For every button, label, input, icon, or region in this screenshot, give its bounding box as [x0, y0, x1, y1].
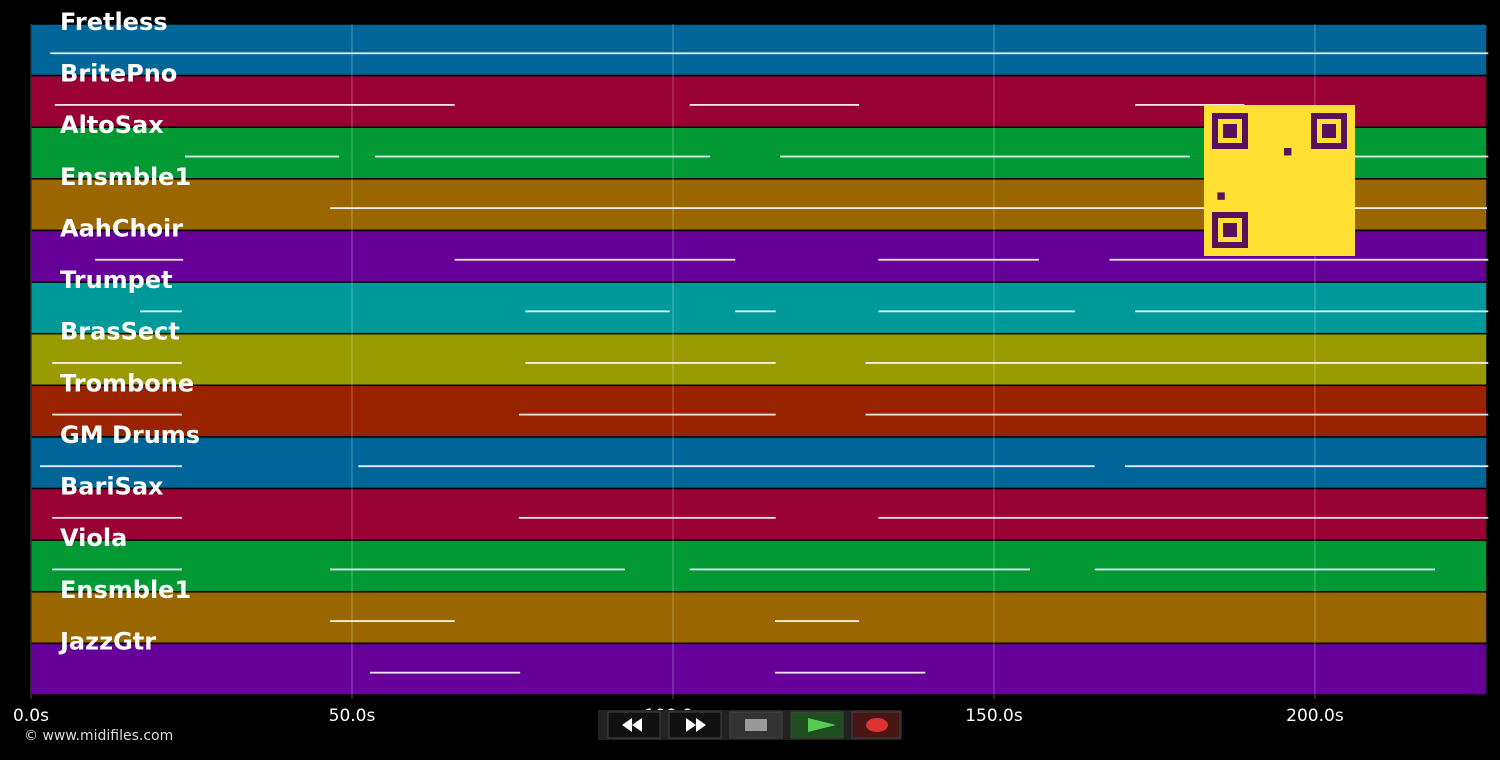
note-span: [775, 671, 926, 674]
note-span: [52, 516, 182, 519]
note-span: [518, 413, 776, 416]
track-label: Ensmble1: [60, 576, 191, 604]
track-label: GM Drums: [60, 421, 200, 449]
track-label: Fretless: [60, 8, 168, 36]
rewind-icon: [622, 718, 642, 732]
track-label: BrasSect: [60, 318, 180, 346]
note-span: [878, 310, 1075, 313]
qr-module: [1217, 192, 1225, 200]
note-span: [689, 104, 860, 106]
track-band: [30, 436, 1488, 490]
note-span: [1353, 155, 1489, 158]
note-span: [52, 568, 182, 571]
qr-pattern: [1217, 148, 1292, 200]
note-span: [39, 465, 182, 468]
note-span: [50, 52, 1489, 55]
track-label: BritePno: [60, 60, 177, 88]
x-tick-label: 200.0s: [1286, 706, 1344, 726]
forward-button[interactable]: [668, 711, 722, 739]
x-tick-label: 50.0s: [329, 706, 376, 726]
play-button[interactable]: [790, 711, 844, 739]
button[interactable]: [607, 711, 661, 739]
note-span: [1109, 258, 1489, 261]
transport-controls: [598, 710, 902, 740]
note-span: [735, 310, 776, 313]
track-band: [30, 539, 1488, 593]
note-span: [865, 362, 1489, 364]
note-span: [525, 362, 776, 364]
note-span: [518, 516, 776, 519]
track-label: AahChoir: [60, 214, 183, 242]
note-span: [330, 568, 625, 571]
note-span: [1135, 310, 1489, 313]
note-span: [878, 516, 1489, 519]
rewind-button[interactable]: [607, 711, 661, 739]
note-span: [689, 568, 1030, 571]
qr-finder: [1322, 124, 1336, 138]
note-span: [95, 258, 184, 261]
track-band: [30, 281, 1488, 335]
track-band: [30, 23, 1488, 77]
copyright: © www.midifiles.com: [24, 728, 173, 744]
track-label: JazzGtr: [58, 627, 156, 655]
track-label: Trumpet: [60, 266, 173, 294]
note-span: [369, 671, 521, 674]
note-span: [1124, 465, 1489, 468]
track-band: [30, 642, 1488, 696]
note-span: [1094, 568, 1435, 571]
note-span: [1135, 104, 1245, 106]
track-band: [30, 384, 1488, 438]
note-span: [330, 620, 455, 622]
note-span: [52, 413, 182, 416]
note-span: [358, 465, 1095, 468]
notes: [39, 52, 1489, 674]
record-button[interactable]: [851, 711, 901, 739]
track-band: [30, 591, 1488, 645]
stop-icon: [745, 719, 767, 731]
note-span: [525, 310, 670, 313]
note-span: [185, 155, 340, 158]
track-band: [30, 487, 1488, 541]
track-label: AltoSax: [60, 111, 164, 139]
stop-button[interactable]: [729, 711, 783, 739]
note-span: [865, 413, 1489, 416]
track-label: Ensmble1: [60, 163, 191, 191]
qr-finder: [1223, 124, 1237, 138]
note-span: [878, 258, 1039, 261]
qr-code: [1204, 105, 1355, 256]
track-label: Viola: [60, 524, 127, 552]
note-span: [454, 258, 736, 261]
x-tick-label: 0.0s: [13, 706, 49, 726]
forward-icon: [686, 718, 706, 732]
play-icon: [808, 718, 836, 732]
labels: Fretless BritePno AltoSax Ensmble1 AahChoir T…: [58, 8, 200, 655]
note-span: [52, 362, 182, 364]
note-span: [775, 620, 860, 622]
x-tick-label: 150.0s: [965, 706, 1023, 726]
track-label: BariSax: [60, 473, 164, 501]
note-span: [140, 310, 182, 313]
qr-finder: [1223, 223, 1237, 237]
track-label: Trombone: [60, 369, 194, 397]
note-span: [780, 155, 1190, 158]
note-span: [375, 155, 711, 158]
track-band: [30, 332, 1488, 387]
note-span: [330, 207, 1487, 210]
qr-module: [1284, 148, 1292, 156]
record-icon: [866, 718, 888, 732]
note-span: [54, 104, 455, 106]
